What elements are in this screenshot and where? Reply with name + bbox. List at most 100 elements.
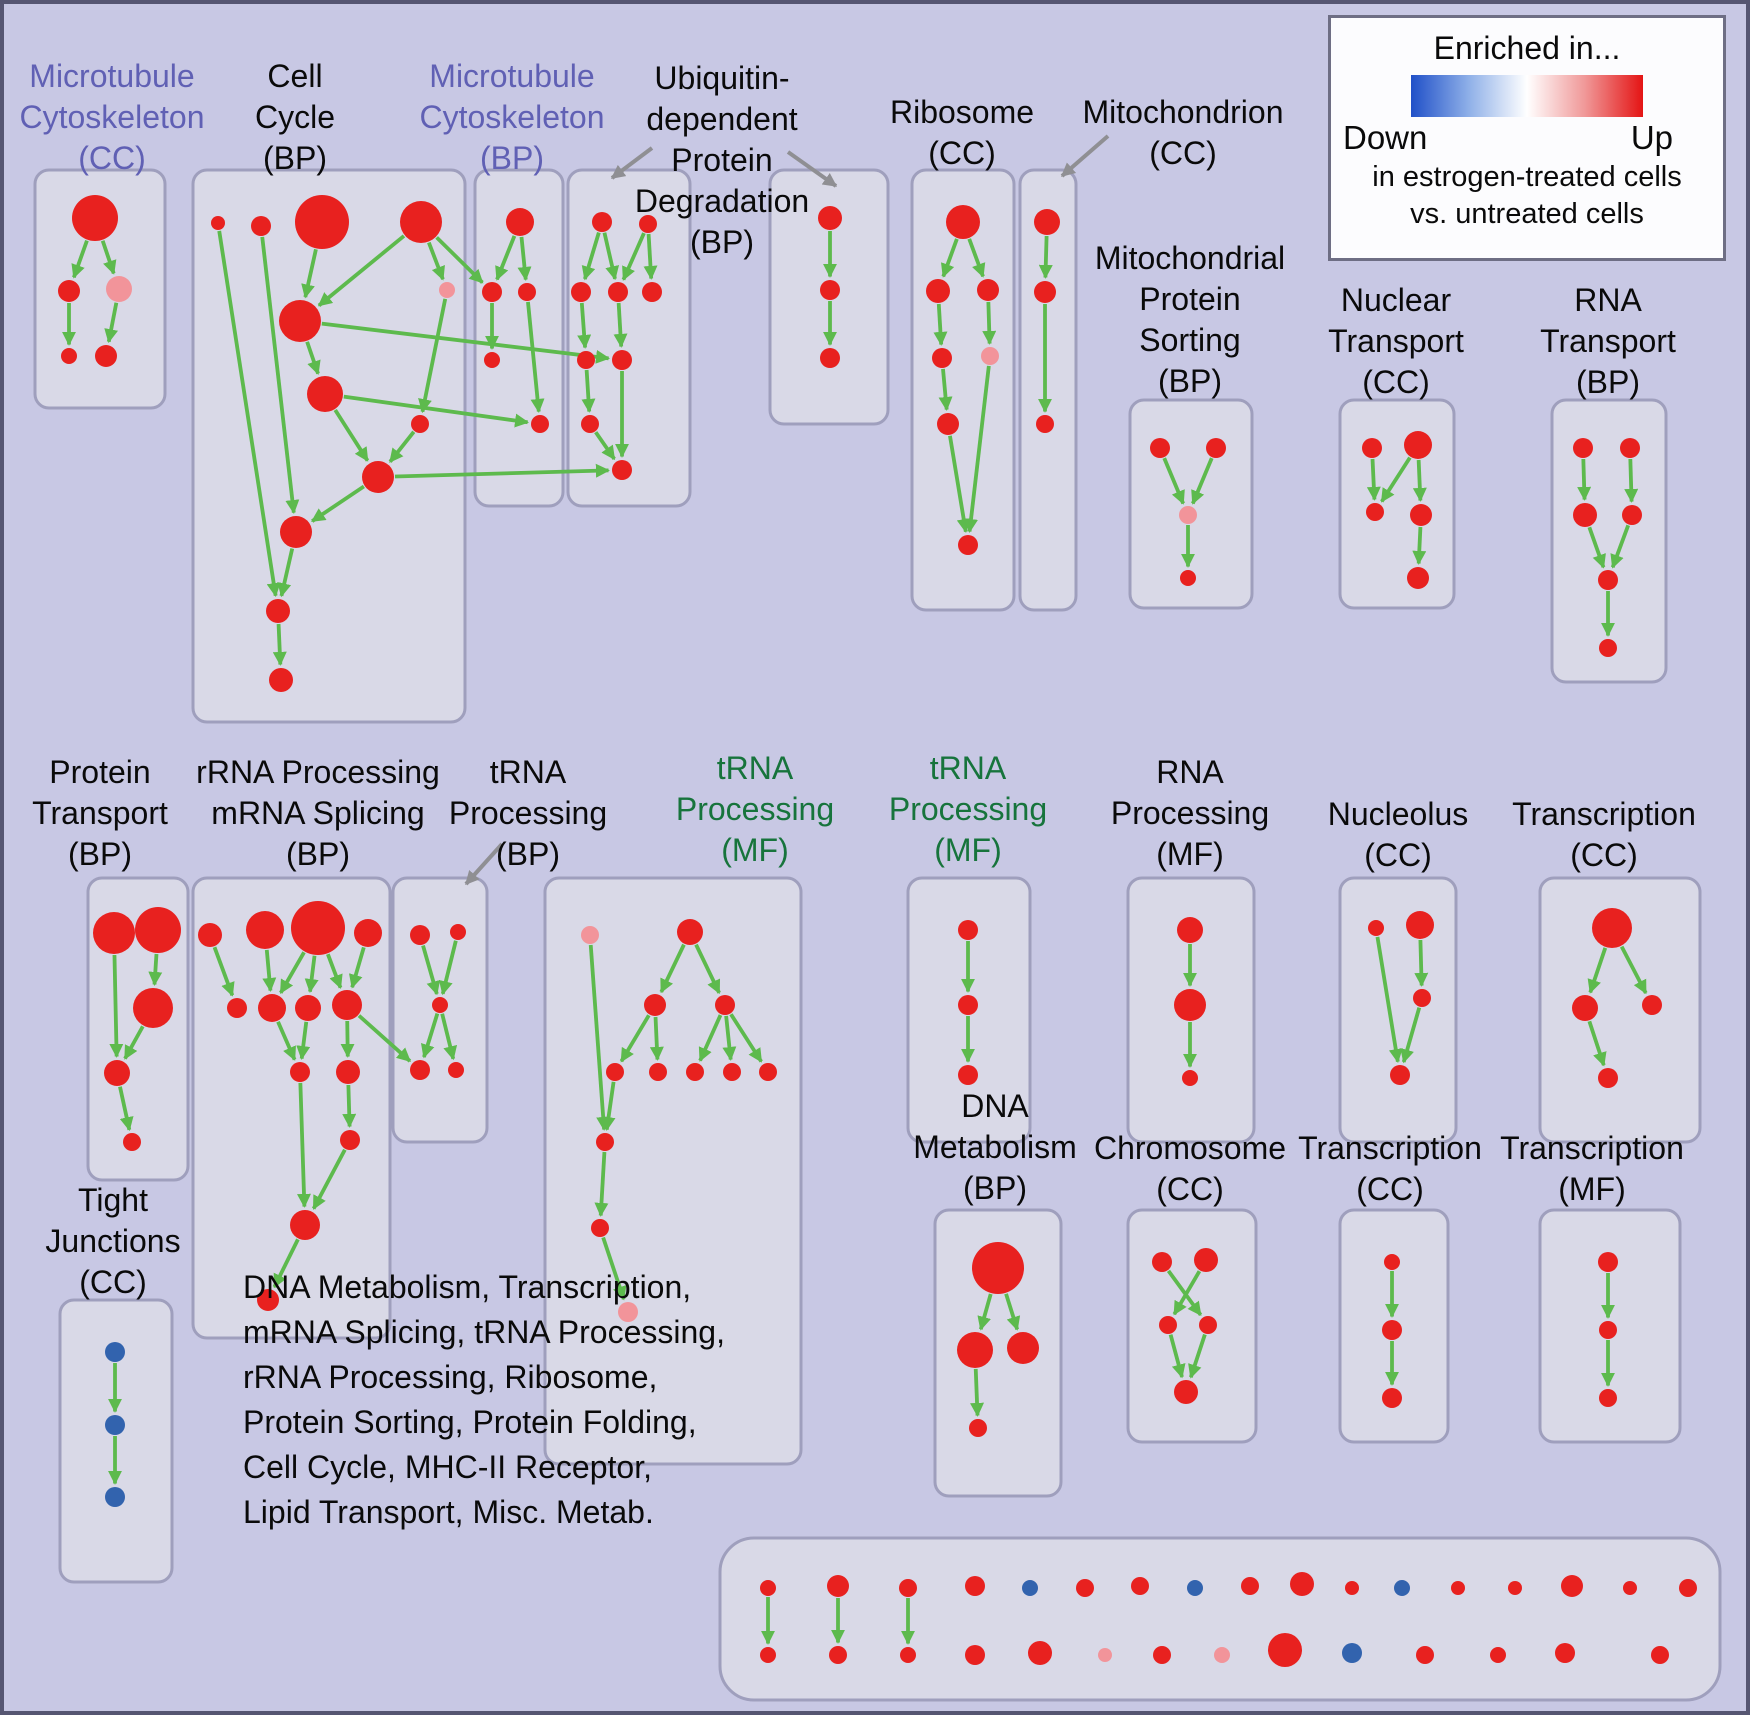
edge-p1-p4 bbox=[109, 954, 124, 1058]
go-node-j1 bbox=[1368, 920, 1384, 936]
go-node-m2 bbox=[58, 280, 80, 302]
edge-s2-s3 bbox=[1191, 457, 1214, 505]
go-node-a5 bbox=[531, 415, 549, 433]
edge-u1-u4 bbox=[602, 232, 620, 281]
legend: Enriched in... Down Up in estrogen-treat… bbox=[1328, 15, 1726, 261]
edge-g10-g11 bbox=[594, 1151, 609, 1217]
edge-m1-m3 bbox=[100, 240, 117, 275]
go-node-e3 bbox=[1159, 1316, 1177, 1334]
go-node-u6 bbox=[577, 351, 595, 369]
go-node-u3 bbox=[571, 282, 591, 302]
go-node-t6 bbox=[1599, 639, 1617, 657]
go-node-bb2 bbox=[829, 1646, 847, 1664]
edge-g2-g3 bbox=[659, 943, 686, 994]
go-node-g3 bbox=[644, 994, 666, 1016]
edge-p4-p5 bbox=[118, 1086, 134, 1132]
edge-u1-u3 bbox=[581, 231, 601, 281]
edge-c3-c5 bbox=[301, 248, 318, 299]
cluster-box-nucleolus bbox=[1338, 876, 1458, 1144]
go-node-u2 bbox=[639, 215, 657, 233]
edge-n4-n5 bbox=[1412, 526, 1427, 565]
edge-e1-e4 bbox=[1166, 1269, 1203, 1317]
go-node-d2 bbox=[957, 1332, 993, 1368]
go-node-x1 bbox=[410, 925, 430, 945]
edge-m1-m2 bbox=[71, 239, 89, 279]
go-node-bt9 bbox=[1241, 1577, 1259, 1595]
legend-down-up-row: Down Up bbox=[1331, 117, 1723, 157]
go-node-t3 bbox=[1573, 503, 1597, 527]
go-node-a3 bbox=[518, 283, 536, 301]
edge-q3-q8 bbox=[326, 953, 343, 989]
go-node-bb12 bbox=[1490, 1647, 1506, 1663]
go-node-bb7 bbox=[1153, 1646, 1171, 1664]
edge-a3-a5 bbox=[526, 301, 545, 413]
legend-up-label: Up bbox=[1630, 119, 1673, 156]
edge-u4-u7 bbox=[613, 302, 628, 348]
go-node-bt11 bbox=[1345, 1581, 1359, 1595]
go-node-bb14 bbox=[1651, 1646, 1669, 1664]
go-node-h3 bbox=[958, 1065, 978, 1085]
edge-c2-c10 bbox=[260, 236, 300, 515]
go-node-tj3 bbox=[105, 1487, 125, 1507]
network-nodes bbox=[58, 195, 1697, 1667]
edge-m3-m5 bbox=[104, 302, 119, 344]
go-node-a1 bbox=[506, 208, 534, 236]
go-node-n4 bbox=[1410, 504, 1432, 526]
go-node-u7 bbox=[612, 350, 632, 370]
go-node-n1 bbox=[1362, 438, 1382, 458]
edge-g4-g8 bbox=[722, 1015, 737, 1061]
go-node-e4 bbox=[1199, 1316, 1217, 1334]
edge-r3-r5 bbox=[982, 301, 997, 345]
edge-t1-t3 bbox=[1577, 458, 1592, 501]
legend-gradient-bar bbox=[1411, 75, 1643, 117]
cluster-box-chromosome bbox=[1126, 1208, 1258, 1444]
edge-g3-g5 bbox=[619, 1014, 651, 1063]
go-node-bb4 bbox=[965, 1645, 985, 1665]
edge-c11-c12 bbox=[272, 623, 287, 666]
go-node-c10 bbox=[280, 516, 312, 548]
go-node-k2 bbox=[1572, 995, 1598, 1021]
go-node-t4 bbox=[1622, 505, 1642, 525]
misc-categories-text: DNA Metabolism, Transcription, mRNA Spli… bbox=[243, 1269, 725, 1530]
edge-d1-d3 bbox=[1004, 1293, 1021, 1331]
edge-x3-x5 bbox=[440, 1013, 458, 1061]
edge-r6-r7 bbox=[948, 435, 971, 534]
go-node-a2 bbox=[482, 282, 502, 302]
edge-t3-t5 bbox=[1587, 526, 1606, 569]
go-node-u8 bbox=[581, 415, 599, 433]
edge-c5-u7 bbox=[321, 321, 610, 364]
go-node-x4 bbox=[410, 1060, 430, 1080]
label-callout-arrow-2 bbox=[1060, 134, 1110, 178]
go-node-a4 bbox=[484, 352, 500, 368]
go-node-q9 bbox=[290, 1062, 310, 1082]
go-node-v1 bbox=[818, 206, 842, 230]
go-node-p3 bbox=[133, 988, 173, 1028]
go-node-g5 bbox=[606, 1063, 624, 1081]
edge-j2-j3 bbox=[1414, 939, 1429, 987]
go-node-g8 bbox=[723, 1063, 741, 1081]
go-node-bt13 bbox=[1451, 1581, 1465, 1595]
edge-c4-c5 bbox=[317, 234, 406, 307]
label-callout-arrow-3 bbox=[464, 842, 504, 886]
legend-subtitle-line-1: in estrogen-treated cells bbox=[1372, 161, 1682, 193]
go-node-bt4 bbox=[965, 1576, 985, 1596]
go-node-q13 bbox=[257, 1289, 279, 1311]
edge-c1-c11 bbox=[217, 230, 281, 598]
go-node-q5 bbox=[227, 998, 247, 1018]
edge-u8-u9 bbox=[594, 431, 616, 461]
go-node-j4 bbox=[1390, 1065, 1410, 1085]
edge-q8-q10 bbox=[340, 1020, 355, 1058]
go-node-bt5 bbox=[1022, 1580, 1038, 1596]
edge-k1-k2 bbox=[1587, 947, 1608, 994]
edge-x1-x3 bbox=[421, 945, 441, 996]
edge-x2-x3 bbox=[438, 940, 458, 996]
go-node-bt8 bbox=[1187, 1580, 1203, 1596]
go-node-c4 bbox=[400, 201, 442, 243]
go-node-bb6 bbox=[1098, 1648, 1112, 1662]
go-node-h2 bbox=[958, 995, 978, 1015]
edge-c7-c9 bbox=[333, 408, 370, 462]
go-node-n5 bbox=[1407, 567, 1429, 589]
go-node-g9 bbox=[759, 1063, 777, 1081]
go-node-j2 bbox=[1406, 911, 1434, 939]
